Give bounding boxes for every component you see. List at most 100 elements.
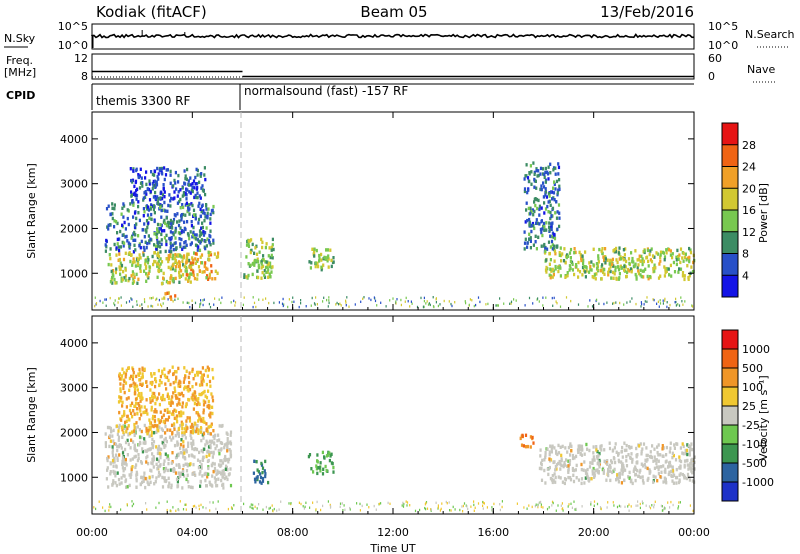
power-cell <box>105 207 109 211</box>
power-cell <box>170 236 173 240</box>
velocity-cell <box>166 454 170 458</box>
power-cell <box>185 269 188 274</box>
velocity-cell-noise <box>401 504 403 507</box>
power-cell <box>115 220 118 224</box>
power-cell-noise <box>510 300 513 303</box>
power-cell <box>154 190 157 195</box>
velocity-cell-noise <box>402 505 405 508</box>
velocity-cell <box>172 436 175 440</box>
velocity-cell <box>580 462 583 467</box>
power-cell <box>113 277 116 282</box>
velocity-cell <box>120 446 123 450</box>
power-cell <box>167 203 170 208</box>
velocity-cell <box>199 484 202 488</box>
power-cell <box>190 272 193 276</box>
velocity-cell <box>118 374 121 378</box>
power-cell <box>553 180 556 184</box>
power-cell-noise <box>659 299 661 302</box>
power-cell <box>590 268 593 272</box>
velocity-cell <box>205 439 208 443</box>
velocity-cell <box>159 410 162 414</box>
velocity-cell <box>124 457 127 462</box>
power-cell <box>199 255 202 259</box>
velocity-cell <box>140 391 143 396</box>
power-cell <box>174 268 177 272</box>
velocity-cell <box>145 410 148 414</box>
power-cell <box>527 188 530 192</box>
velocity-cell <box>693 455 696 459</box>
velocity-cell <box>205 472 208 476</box>
velocity-cell-noise <box>445 500 447 504</box>
velocity-cell <box>124 478 128 482</box>
power-cell <box>558 253 561 257</box>
power-cell <box>155 180 158 184</box>
power-cell <box>123 276 126 280</box>
velocity-cell-noise <box>344 508 346 511</box>
power-cell <box>193 236 196 240</box>
power-cell <box>535 167 538 171</box>
power-cell <box>542 185 546 189</box>
power-cell <box>165 233 168 238</box>
velocity-cell <box>613 467 616 472</box>
velocity-cell <box>229 430 233 434</box>
velocity-cell-noise <box>590 501 592 504</box>
power-cell-noise <box>273 301 275 305</box>
velocity-cell <box>669 441 672 445</box>
power-cell <box>263 268 266 273</box>
velocity-cell-noise <box>624 505 626 508</box>
velocity-cell <box>109 461 112 465</box>
power-cell <box>663 255 667 259</box>
velocity-cell <box>672 453 675 458</box>
power-cell <box>106 225 109 229</box>
velocity-cell <box>189 462 192 466</box>
time-axis: 00:00 04:00 08:00 12:00 16:00 20:00 00:00 <box>76 112 710 539</box>
power-cell <box>548 199 551 203</box>
velocity-cell <box>681 442 684 446</box>
power-cell <box>165 242 168 247</box>
velocity-cell <box>211 395 214 399</box>
velocity-colorbar-swatch <box>722 330 738 349</box>
velocity-cell <box>557 443 560 448</box>
power-cell-noise <box>373 296 375 299</box>
power-cell <box>131 263 134 267</box>
power-cell-noise <box>282 304 284 308</box>
power-cell <box>578 250 581 255</box>
power-cell-noise <box>591 305 594 308</box>
power-cell <box>646 274 649 279</box>
velocity-colorbar-swatch <box>722 349 738 368</box>
velocity-cell <box>207 403 210 408</box>
velocity-cell <box>669 446 672 450</box>
velocity-cell <box>319 469 322 473</box>
velocity-cell <box>157 474 160 478</box>
power-cell <box>554 252 557 256</box>
power-cell <box>668 248 671 252</box>
power-cell <box>129 167 132 171</box>
velocity-cell <box>689 461 692 466</box>
velocity-cell <box>112 479 115 483</box>
cpid-program-1: themis 3300 RF <box>96 94 190 108</box>
velocity-cell <box>207 445 211 449</box>
velocity-cell <box>191 425 194 430</box>
velocity-cell <box>595 455 598 459</box>
velocity-cell <box>642 442 646 446</box>
velocity-cell <box>569 478 573 482</box>
power-cell <box>641 269 644 273</box>
velocity-cell <box>543 468 546 473</box>
velocity-cell <box>191 446 194 451</box>
power-cell <box>212 241 215 245</box>
power-cell-noise <box>99 299 101 303</box>
power-cell <box>145 265 148 269</box>
velocity-cell <box>621 464 624 468</box>
power-cell-noise <box>186 301 188 304</box>
velocity-cell <box>672 481 675 485</box>
velocity-cell <box>226 444 229 449</box>
power-cell <box>207 250 210 254</box>
velocity-cell-noise <box>146 508 148 511</box>
power-cell <box>134 193 137 197</box>
velocity-cell <box>606 470 610 475</box>
velocity-cell-noise <box>320 508 322 512</box>
velocity-cell <box>657 459 660 463</box>
power-cell <box>111 206 114 210</box>
power-cell <box>137 277 140 281</box>
velocity-cell <box>207 389 210 393</box>
